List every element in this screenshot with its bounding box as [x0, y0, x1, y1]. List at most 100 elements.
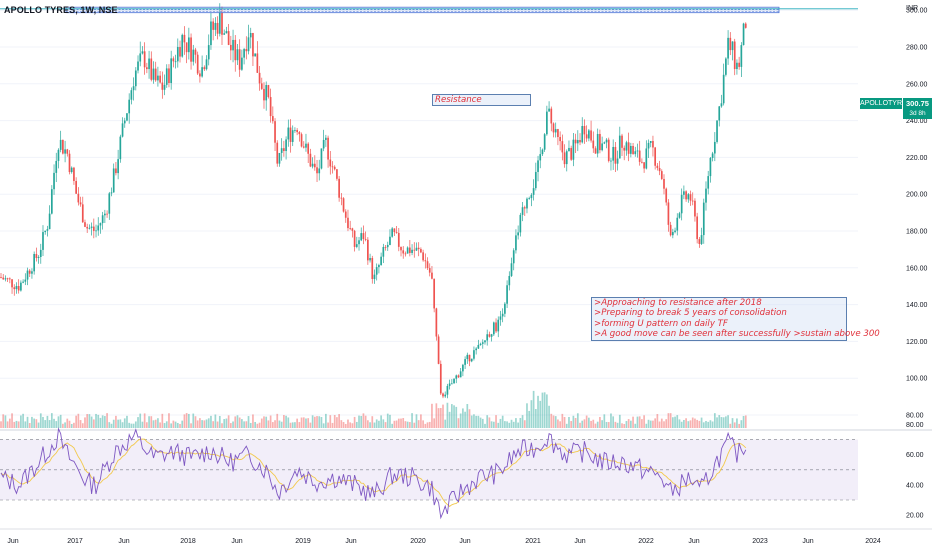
candle-body: [364, 238, 367, 240]
candle-body: [521, 207, 524, 215]
candle-body: [112, 168, 115, 193]
candle-body: [300, 134, 303, 147]
candlesticks[interactable]: [0, 3, 747, 399]
price-axis[interactable]: 80.00 100.00 120.00 140.00 160.00 180.00 200.0…: [906, 0, 928, 520]
resistance-zone[interactable]: [65, 6, 780, 14]
candle-body: [121, 123, 124, 137]
candle-body: [353, 230, 356, 247]
resistance-label[interactable]: Resistance: [432, 94, 531, 106]
price-tick-label: 80.00: [906, 413, 924, 420]
candle-body: [457, 375, 460, 378]
candle-body: [541, 149, 544, 155]
volume-bar: [165, 421, 168, 428]
volume-bar: [711, 421, 714, 428]
candle-body: [165, 68, 168, 85]
candle-body: [395, 232, 398, 233]
candle-body: [64, 149, 66, 154]
candle-body: [42, 232, 44, 250]
analysis-note[interactable]: >Approaching to resistance after 2018 >P…: [591, 297, 880, 341]
candle-body: [104, 213, 106, 216]
volume-bar: [610, 413, 612, 428]
time-axis[interactable]: Jun 2017 Jun 2018 Jun 2019 Jun 2020 Jun 2021 Jun 20…: [7, 538, 881, 545]
candle-body: [287, 127, 290, 140]
volume-bar: [26, 416, 29, 428]
bar-countdown: 3d 8h: [903, 109, 932, 119]
candle-body: [223, 33, 226, 35]
volume-bar: [260, 418, 263, 428]
volume-bar: [700, 417, 703, 428]
volume-bar: [424, 423, 427, 428]
candle-body: [154, 68, 157, 81]
volume-bar: [588, 417, 590, 428]
candle-body: [713, 141, 716, 154]
candle-body: [561, 141, 564, 153]
volume-bar: [397, 418, 400, 428]
volume-bar: [274, 420, 276, 428]
candle-body: [526, 198, 528, 209]
candle-body: [391, 228, 394, 237]
candle-body: [227, 31, 230, 45]
candle-body: [283, 148, 285, 152]
volume-bar: [33, 418, 35, 428]
volume-bar: [409, 422, 411, 428]
candle-body: [108, 193, 111, 214]
candle-body: [519, 214, 522, 233]
candle-body: [132, 86, 135, 91]
candle-body: [130, 90, 133, 100]
volume-bar: [17, 421, 20, 428]
volume-bar: [373, 422, 376, 428]
candle-body: [530, 194, 533, 199]
candle-body: [406, 247, 409, 254]
candle-body: [331, 166, 334, 168]
volume-bar: [459, 413, 462, 428]
volume-bar: [117, 419, 119, 428]
candle-body: [517, 232, 519, 236]
candle-body: [678, 213, 681, 218]
volume-bar: [382, 419, 385, 428]
volume-bar: [172, 420, 175, 428]
candle-body: [62, 139, 64, 154]
candle-body: [572, 139, 575, 160]
candle-body: [128, 99, 131, 114]
candle-body: [638, 150, 641, 162]
candle-body: [477, 344, 480, 349]
volume-bar: [676, 415, 679, 428]
rsi-pane[interactable]: [0, 427, 858, 520]
volume-bar: [532, 390, 535, 428]
candle-body: [437, 336, 440, 364]
volume-bar: [263, 416, 265, 428]
volume-bar: [245, 421, 248, 428]
volume-bar: [455, 406, 458, 428]
candle-body: [24, 279, 27, 282]
volume-bar: [444, 419, 447, 428]
price-tick-label: 160.00: [906, 265, 928, 272]
candle-body: [495, 322, 497, 332]
candle-body: [123, 120, 126, 124]
volume-bar: [537, 395, 539, 428]
candle-body: [329, 159, 332, 167]
volume-bar: [278, 420, 281, 428]
candle-body: [338, 178, 340, 198]
candle-body: [665, 188, 668, 203]
candle-body: [141, 51, 144, 54]
volume-bar: [530, 400, 533, 428]
candle-body: [537, 160, 539, 172]
volume-bar: [294, 422, 296, 428]
candle-body: [453, 378, 455, 384]
volume-bar: [680, 421, 683, 428]
volume-bar: [557, 419, 559, 428]
volume-bar: [729, 423, 732, 428]
volume-bar: [157, 418, 159, 428]
volume-bar: [13, 421, 16, 428]
candle-body: [313, 163, 316, 168]
candle-body: [634, 151, 637, 155]
volume-bar: [548, 405, 550, 428]
volume-bar: [287, 417, 290, 428]
volume-bar: [300, 417, 303, 428]
symbol-badge: APOLLOTYRE: [860, 98, 907, 109]
volume-bar: [462, 408, 464, 428]
volume-bar: [325, 413, 327, 428]
candle-body: [504, 303, 506, 314]
candle-body: [22, 281, 24, 283]
